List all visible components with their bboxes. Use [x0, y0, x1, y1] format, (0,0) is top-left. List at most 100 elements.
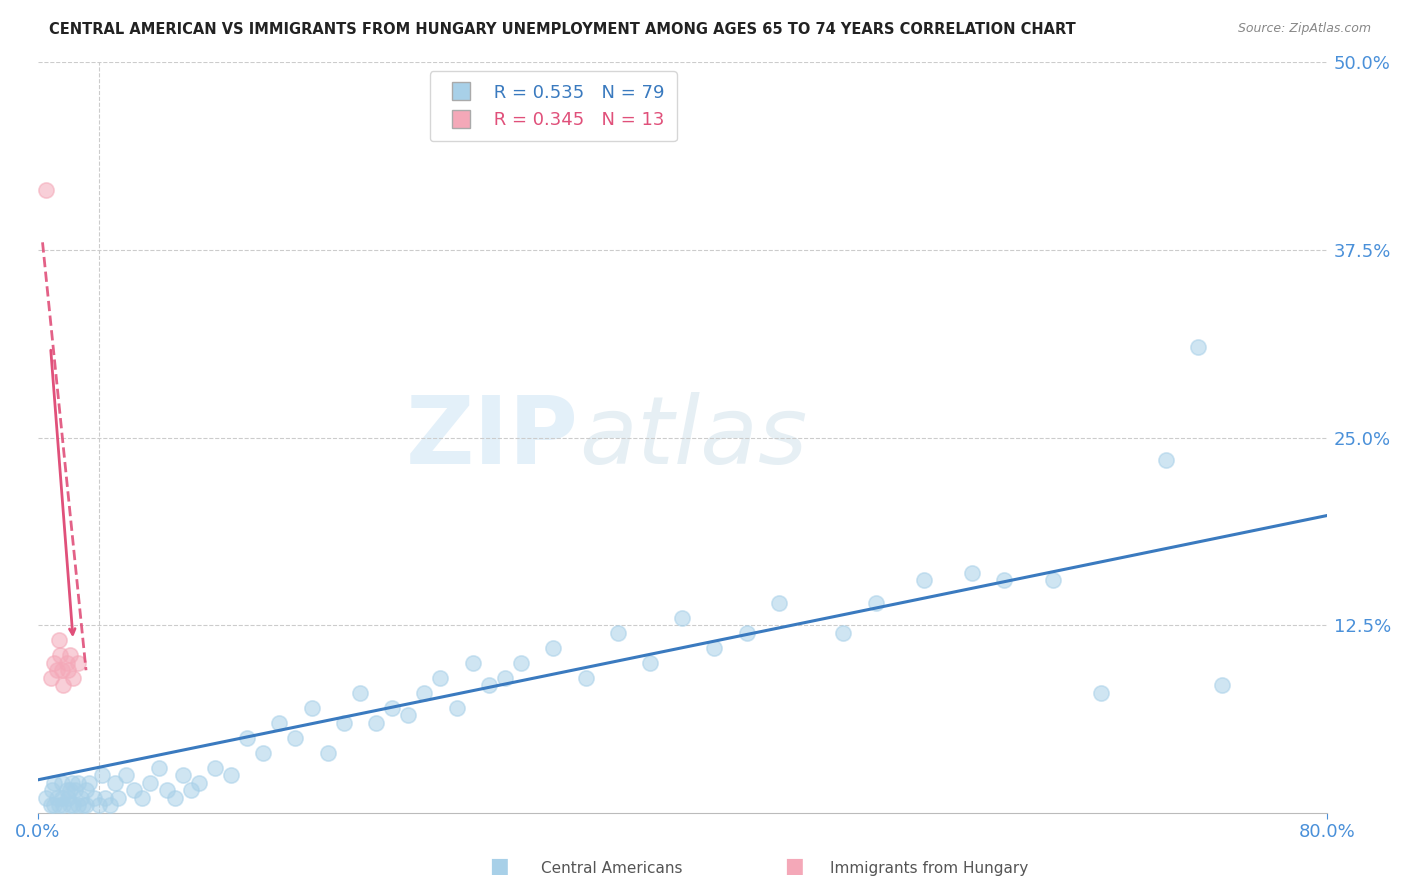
Point — [349, 686, 371, 700]
Point — [832, 625, 855, 640]
Text: Immigrants from Hungary: Immigrants from Hungary — [830, 861, 1028, 876]
Point — [429, 671, 451, 685]
Point — [236, 731, 259, 745]
Point — [180, 783, 202, 797]
Point — [48, 798, 70, 813]
Point — [219, 768, 242, 782]
Point — [83, 790, 105, 805]
Point — [396, 708, 419, 723]
Point — [446, 700, 468, 714]
Point — [478, 678, 501, 692]
Point — [39, 798, 62, 813]
Point — [1090, 686, 1112, 700]
Point — [671, 610, 693, 624]
Point — [172, 768, 194, 782]
Point — [59, 648, 82, 663]
Point — [148, 761, 170, 775]
Point — [42, 776, 65, 790]
Point — [51, 776, 73, 790]
Point — [39, 671, 62, 685]
Point — [494, 671, 516, 685]
Point — [912, 573, 935, 587]
Point — [364, 715, 387, 730]
Text: ■: ■ — [785, 856, 804, 876]
Point — [768, 596, 790, 610]
Point — [41, 783, 63, 797]
Point — [269, 715, 291, 730]
Point — [48, 633, 70, 648]
Point — [413, 686, 436, 700]
Point — [42, 656, 65, 670]
Point — [55, 783, 77, 797]
Point — [46, 790, 69, 805]
Point — [381, 700, 404, 714]
Point — [155, 783, 177, 797]
Point — [543, 640, 565, 655]
Point — [187, 776, 209, 790]
Point — [91, 768, 114, 782]
Point — [1154, 453, 1177, 467]
Point — [51, 663, 73, 677]
Point — [35, 790, 58, 805]
Point — [58, 663, 80, 677]
Text: atlas: atlas — [579, 392, 807, 483]
Text: ZIP: ZIP — [406, 392, 579, 483]
Point — [75, 783, 97, 797]
Point — [204, 761, 226, 775]
Point — [284, 731, 307, 745]
Text: Source: ZipAtlas.com: Source: ZipAtlas.com — [1237, 22, 1371, 36]
Point — [107, 790, 129, 805]
Point — [77, 776, 100, 790]
Point — [252, 746, 274, 760]
Point — [461, 656, 484, 670]
Point — [638, 656, 661, 670]
Point — [115, 768, 138, 782]
Point — [62, 798, 84, 813]
Point — [70, 790, 93, 805]
Point — [59, 798, 82, 813]
Point — [52, 678, 75, 692]
Point — [72, 798, 94, 813]
Point — [333, 715, 356, 730]
Point — [993, 573, 1015, 587]
Point — [51, 790, 73, 805]
Point — [104, 776, 127, 790]
Text: CENTRAL AMERICAN VS IMMIGRANTS FROM HUNGARY UNEMPLOYMENT AMONG AGES 65 TO 74 YEA: CENTRAL AMERICAN VS IMMIGRANTS FROM HUNG… — [49, 22, 1076, 37]
Point — [63, 783, 86, 797]
Text: ■: ■ — [489, 856, 509, 876]
Point — [60, 776, 83, 790]
Point — [62, 671, 84, 685]
Point — [55, 656, 77, 670]
Point — [1042, 573, 1064, 587]
Point — [510, 656, 533, 670]
Point — [35, 183, 58, 197]
Point — [66, 776, 89, 790]
Point — [1187, 340, 1209, 354]
Point — [75, 798, 97, 813]
Point — [703, 640, 725, 655]
Point — [960, 566, 983, 580]
Point — [124, 783, 146, 797]
Point — [606, 625, 628, 640]
Legend:  R = 0.535   N = 79,  R = 0.345   N = 13: R = 0.535 N = 79, R = 0.345 N = 13 — [430, 71, 676, 142]
Point — [865, 596, 887, 610]
Point — [131, 790, 153, 805]
Point — [59, 783, 82, 797]
Point — [46, 663, 69, 677]
Point — [139, 776, 162, 790]
Point — [94, 790, 117, 805]
Text: Central Americans: Central Americans — [541, 861, 683, 876]
Point — [49, 648, 72, 663]
Point — [98, 798, 121, 813]
Point — [52, 798, 75, 813]
Point — [316, 746, 339, 760]
Point — [574, 671, 596, 685]
Point — [301, 700, 323, 714]
Point — [66, 798, 89, 813]
Point — [735, 625, 758, 640]
Point — [42, 798, 65, 813]
Point — [58, 790, 80, 805]
Point — [87, 798, 110, 813]
Point — [66, 656, 89, 670]
Point — [163, 790, 186, 805]
